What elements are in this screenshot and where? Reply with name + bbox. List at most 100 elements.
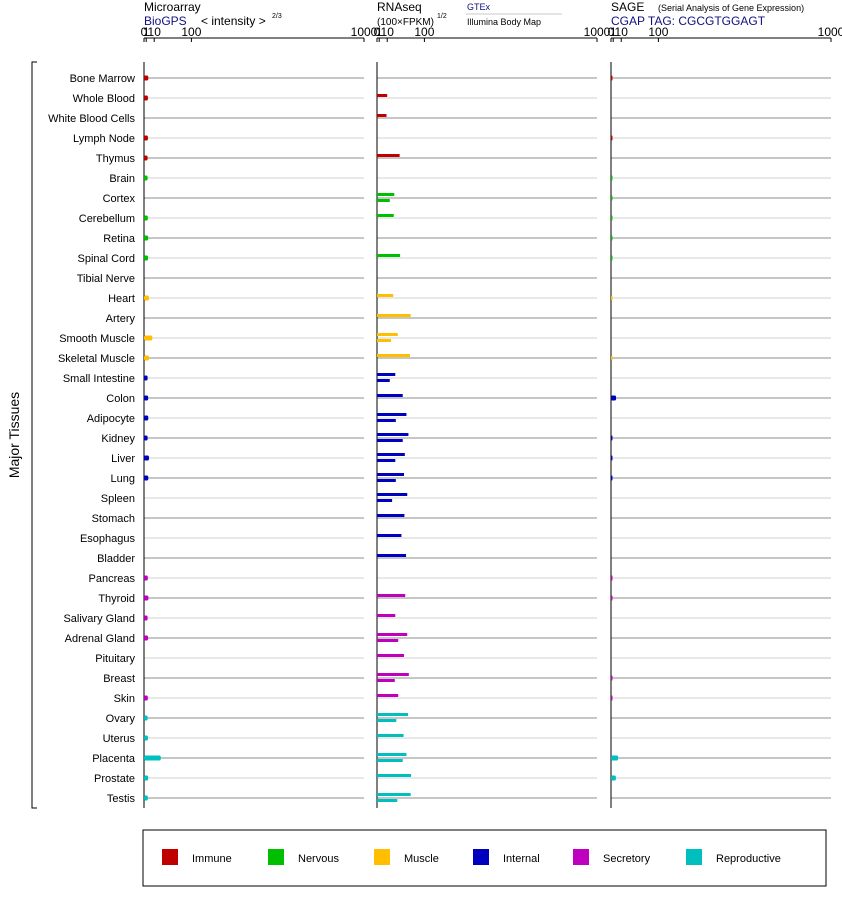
tissue-label: Heart xyxy=(108,293,135,305)
bar-rnaseq-heart xyxy=(377,294,394,297)
bar-microarray-adipocyte xyxy=(144,415,149,421)
bar-rnaseq-colon xyxy=(377,394,403,397)
tissue-label: Cortex xyxy=(103,193,136,205)
bar-rnaseq-white-blood-cells xyxy=(377,114,387,117)
tissue-label: Pancreas xyxy=(89,573,136,585)
tissue-label: Breast xyxy=(103,673,135,685)
legend-swatch-nervous xyxy=(268,849,284,865)
tissue-label: Ovary xyxy=(106,713,136,725)
bar-sage-spinal-cord xyxy=(611,255,613,261)
group-bracket xyxy=(31,61,37,809)
panel-subtitle-note-0: < intensity > xyxy=(201,14,266,28)
bar-sage-kidney xyxy=(611,435,613,441)
tissue-label: Brain xyxy=(109,173,135,185)
bar-sage-placenta xyxy=(611,755,619,761)
legend-label-muscle: Muscle xyxy=(404,853,439,865)
bar-rnaseq-prostate xyxy=(377,774,412,777)
bar-microarray-ovary xyxy=(144,715,148,721)
x-tick-label: 1000 xyxy=(818,25,842,39)
bar-microarray-prostate xyxy=(144,775,149,781)
tissue-label: Lung xyxy=(111,473,135,485)
bar-rnaseq-liver xyxy=(377,459,396,462)
bar-microarray-brain xyxy=(144,175,148,181)
tissue-label: Retina xyxy=(103,233,136,245)
bar-rnaseq-ovary xyxy=(377,713,409,716)
tissue-label: Skeletal Muscle xyxy=(58,353,135,365)
legend-label-nervous: Nervous xyxy=(298,853,339,865)
bar-sage-heart xyxy=(611,295,613,301)
bar-rnaseq-liver xyxy=(377,453,405,456)
bar-rnaseq-bladder xyxy=(377,554,407,557)
x-tick-label: 100 xyxy=(648,25,668,39)
bar-rnaseq-whole-blood xyxy=(377,94,388,97)
panel-header-extra-1: GTEx xyxy=(467,2,491,12)
legend-label-immune: Immune xyxy=(192,853,232,865)
tissue-label: Esophagus xyxy=(80,533,136,545)
bar-rnaseq-skeletal-muscle xyxy=(377,354,410,357)
x-tick-label: 0 xyxy=(141,25,148,39)
bar-microarray-kidney xyxy=(144,435,148,441)
tissue-label: Whole Blood xyxy=(73,93,135,105)
bar-microarray-spinal-cord xyxy=(144,255,149,261)
panel-subtitle-2: CGAP TAG: CGCGTGGAGT xyxy=(611,14,766,28)
bar-rnaseq-testis xyxy=(377,799,398,802)
tissue-label: Adipocyte xyxy=(87,413,135,425)
tissue-label: Small Intestine xyxy=(63,373,135,385)
bar-rnaseq-smooth-muscle xyxy=(377,339,391,342)
bar-microarray-placenta xyxy=(144,755,161,761)
tissue-label: Spleen xyxy=(101,493,135,505)
bar-microarray-salivary-gland xyxy=(144,615,148,621)
bar-rnaseq-ovary xyxy=(377,719,397,722)
panel-subtitle-1: (100×FPKM) xyxy=(377,17,434,28)
bar-rnaseq-breast xyxy=(377,679,395,682)
panel-subtitle-exponent-0: 2/3 xyxy=(272,13,282,20)
bar-rnaseq-adrenal-gland xyxy=(377,639,399,642)
bar-rnaseq-uterus xyxy=(377,734,404,737)
bar-sage-lymph-node xyxy=(611,135,613,141)
legend-label-secretory: Secretory xyxy=(603,853,651,865)
bar-microarray-whole-blood xyxy=(144,95,148,101)
bar-rnaseq-cerebellum xyxy=(377,214,394,217)
legend-swatch-internal xyxy=(473,849,489,865)
tissue-label: Stomach xyxy=(92,513,135,525)
x-tick-label: 100 xyxy=(414,25,434,39)
bar-microarray-retina xyxy=(144,235,149,241)
x-tick-label: 0 xyxy=(608,25,615,39)
bar-sage-brain xyxy=(611,175,613,181)
bar-rnaseq-kidney xyxy=(377,433,409,436)
bar-rnaseq-spinal-cord xyxy=(377,254,401,257)
bar-rnaseq-spleen xyxy=(377,493,408,496)
bar-sage-colon xyxy=(611,395,617,401)
panel-title-0: Microarray xyxy=(144,0,201,14)
bar-microarray-bone-marrow xyxy=(144,75,149,81)
x-tick-label: 1000 xyxy=(351,25,378,39)
bar-microarray-smooth-muscle xyxy=(144,335,153,341)
legend-swatch-reproductive xyxy=(686,849,702,865)
bar-rnaseq-small-intestine xyxy=(377,379,390,382)
bar-microarray-pancreas xyxy=(144,575,148,581)
bar-microarray-uterus xyxy=(144,735,148,741)
bar-sage-thyroid xyxy=(611,595,613,601)
tissue-label: Colon xyxy=(106,393,135,405)
bar-microarray-lung xyxy=(144,475,149,481)
legend-swatch-immune xyxy=(162,849,178,865)
tissue-label: Artery xyxy=(106,313,136,325)
bar-sage-pancreas xyxy=(611,575,613,581)
bar-rnaseq-placenta xyxy=(377,753,407,756)
x-tick-label: 1 xyxy=(610,25,617,39)
bar-sage-liver xyxy=(611,455,613,461)
bar-microarray-skeletal-muscle xyxy=(144,355,149,361)
bar-rnaseq-adipocyte xyxy=(377,419,396,422)
tissue-label: Kidney xyxy=(101,433,135,445)
tissue-label: Spinal Cord xyxy=(78,253,135,265)
bar-microarray-thyroid xyxy=(144,595,149,601)
tissue-label: Pituitary xyxy=(95,653,135,665)
tissue-label: Thyroid xyxy=(98,593,135,605)
x-tick-label: 1 xyxy=(143,25,150,39)
panel-subtitle-0: BioGPS xyxy=(144,14,187,28)
bar-rnaseq-small-intestine xyxy=(377,373,396,376)
bar-rnaseq-pituitary xyxy=(377,654,405,657)
tissue-label: Lymph Node xyxy=(73,133,135,145)
bar-sage-lung xyxy=(611,475,613,481)
